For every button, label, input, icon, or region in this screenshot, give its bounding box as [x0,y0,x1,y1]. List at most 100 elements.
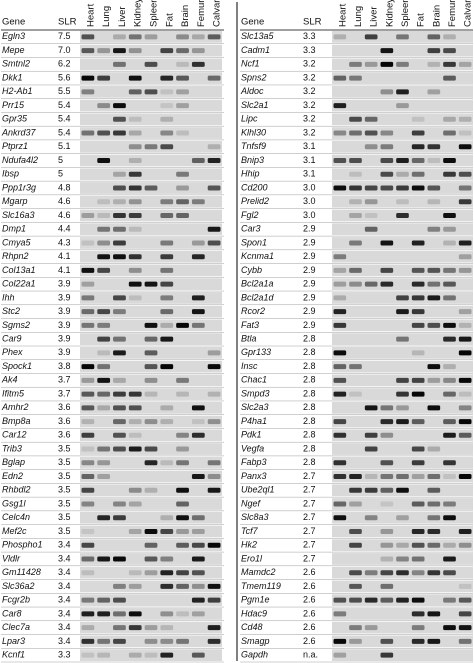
gel-band [160,240,174,246]
gene-name: Car12 [2,430,27,440]
gel-background [80,44,222,57]
header-gene: Gene [241,17,264,28]
slr-value: 2.7 [303,485,316,495]
gel-band [458,377,472,383]
gel-strip [80,113,222,126]
slr-value: 3.2 [303,100,316,110]
gel-band [333,254,347,260]
gene-name: Col22a1 [2,279,36,289]
gel-band [144,652,158,658]
gel-band [333,638,347,644]
gene-name: Prelid2 [241,196,269,206]
gel-band [333,309,347,315]
gel-band [380,267,394,273]
gel-band [191,158,205,164]
gel-band [458,419,472,425]
gel-band [349,528,362,534]
slr-value: 2.6 [303,581,316,591]
gel-band [128,158,142,164]
slr-value: 3.3 [58,650,71,660]
gel-strip [332,237,473,249]
gel-band [191,322,205,328]
gene-name: Gpr35 [2,114,28,124]
gel-background [80,250,222,263]
gel-band [128,171,142,177]
gel-band [427,611,441,617]
gel-band [443,515,456,521]
gel-band [176,61,189,67]
gene-name: Mepe [2,45,25,55]
gel-band [81,212,95,218]
gel-band [380,89,394,95]
gel-background [332,237,473,249]
gel-strip [332,374,473,387]
gel-band [443,391,456,397]
gel-band [443,542,456,548]
gene-name: Phospho1 [2,540,43,550]
gel-band [191,295,205,301]
gel-band [411,130,425,136]
gel-band [176,432,189,438]
slr-value: 2.7 [303,526,316,536]
gel-band [364,212,378,218]
gel-band [396,597,409,603]
gel-band [380,501,394,507]
gel-band [128,419,142,425]
gel-band [380,281,394,287]
gel-band [176,75,189,81]
slr-value: 5.4 [58,100,71,110]
slr-value: 4.6 [58,210,71,220]
gel-band [160,460,174,466]
slr-value: 3.2 [303,72,316,82]
gene-name: Ihh [2,292,15,302]
gel-band [128,405,142,411]
slr-value: 3.4 [58,567,71,577]
gel-band [81,474,95,480]
gel-band [333,377,347,383]
gene-name: Car3 [241,224,261,234]
tissue-label: Brain [431,5,442,27]
gel-band [364,61,378,67]
gel-band [207,364,221,370]
gel-band [160,652,174,658]
gel-band [81,405,95,411]
gel-band [349,171,362,177]
gel-strip [332,333,473,345]
slr-value: 2.9 [303,306,316,316]
gel-band [349,267,362,273]
gel-strip [80,635,222,648]
gel-background [80,237,222,249]
gel-band [97,364,111,370]
gel-band [160,625,174,631]
gel-band [176,377,189,383]
gel-strip [332,401,473,414]
gel-band [113,336,126,342]
gel-band [144,350,158,356]
gel-strip [80,195,222,208]
gel-band [443,336,456,342]
gel-band [458,199,472,205]
slr-value: 3.2 [303,127,316,137]
gene-name: Dmp1 [2,224,26,234]
gene-name: Rcor2 [241,306,265,316]
slr-value: 3.1 [303,141,316,151]
gel-band [97,226,111,232]
gel-strip [332,223,473,236]
gel-band [207,638,221,644]
gel-background [332,319,473,332]
gel-band [411,144,425,150]
gel-band [128,185,142,191]
gel-band [144,391,158,397]
gel-band [364,487,378,493]
gene-name: Prr15 [2,100,25,110]
gel-strip [80,168,222,181]
gel-band [427,570,441,576]
gel-band [427,89,441,95]
gene-name: Kcnma1 [241,251,274,261]
gel-band [97,240,111,246]
gene-name: Btla [241,334,257,344]
slr-value: 2.8 [303,388,316,398]
gene-name: Rhbdl2 [2,485,31,495]
gel-band [113,226,126,232]
